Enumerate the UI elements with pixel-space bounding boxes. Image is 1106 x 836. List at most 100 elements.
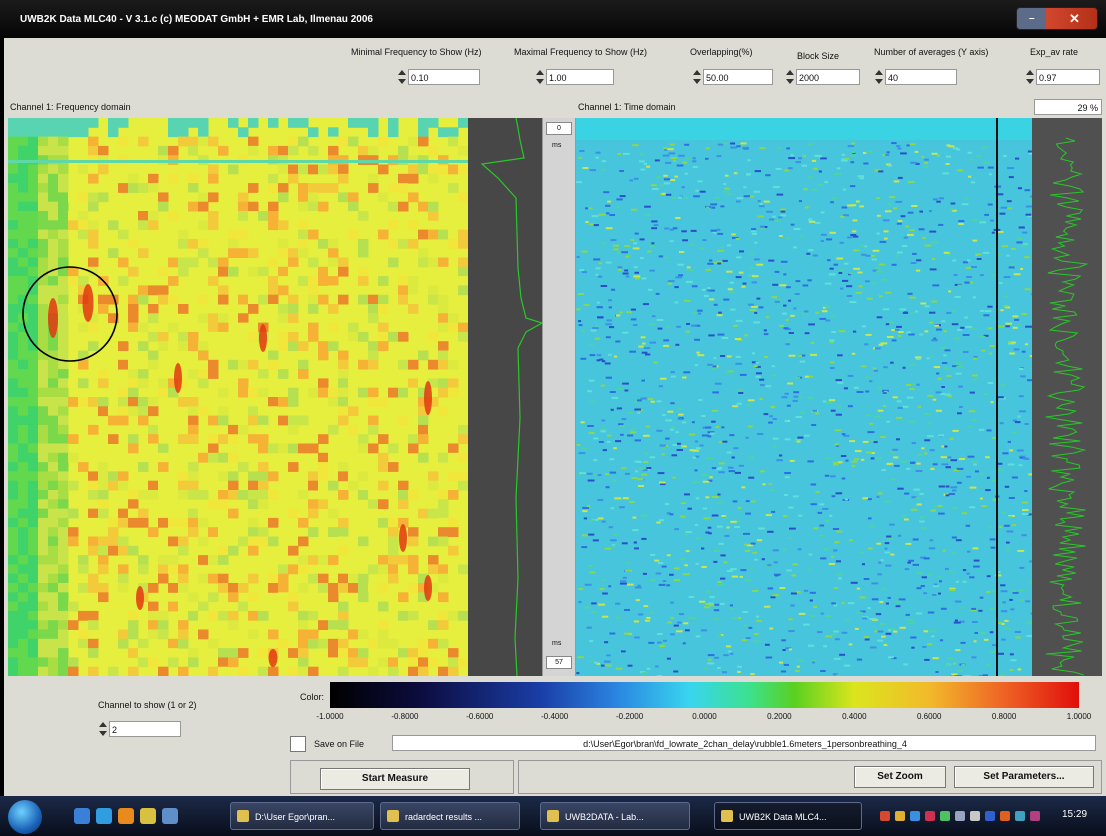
channel-spinner[interactable] — [98, 721, 108, 737]
freq-heat-cell — [58, 555, 69, 565]
freq-heat-cell — [128, 517, 139, 528]
set-zoom-button[interactable]: Set Zoom — [854, 766, 946, 788]
quicklaunch-ie-icon[interactable] — [96, 808, 112, 824]
freq-heat-cell — [38, 378, 49, 389]
freq-heat-cell — [178, 304, 189, 314]
overlap-spinner[interactable] — [692, 69, 702, 85]
tray-icon-10[interactable] — [1015, 811, 1025, 821]
tray-icon-11[interactable] — [1030, 811, 1040, 821]
freq-heat-cell — [328, 499, 339, 510]
time-noise-dot — [872, 249, 880, 252]
freq-heat-cell — [388, 555, 399, 565]
freq-heat-cell — [18, 499, 29, 510]
freq-heat-cell — [158, 266, 169, 277]
freq-heat-cell — [448, 452, 459, 463]
time-noise-dot — [950, 486, 958, 489]
time-noise-dot — [916, 259, 922, 262]
freq-heat-cell — [148, 434, 159, 444]
time-noise-dot — [748, 626, 753, 629]
quicklaunch-desktop-icon[interactable] — [74, 808, 90, 824]
freq-heat-cell — [88, 490, 99, 500]
time-noise-dot — [617, 251, 622, 254]
task-explorer[interactable]: D:\User Egor\pran... — [230, 802, 374, 830]
max-freq-input[interactable]: 1.00 — [546, 69, 614, 85]
min-freq-input[interactable]: 0.10 — [408, 69, 480, 85]
tray-network-icon[interactable] — [955, 811, 965, 821]
freq-heat-cell — [428, 341, 439, 351]
max-freq-spinner[interactable] — [535, 69, 545, 85]
channel-input[interactable]: 2 — [109, 721, 181, 737]
close-icon[interactable]: ✕ — [1069, 11, 1080, 26]
tray-icon-4[interactable] — [925, 811, 935, 821]
minimize-icon[interactable]: – — [1029, 13, 1035, 24]
quicklaunch-folder-icon[interactable] — [140, 808, 156, 824]
freq-heat-cell — [458, 434, 468, 444]
freq-heat-cell — [58, 648, 69, 658]
frequency-domain-plot[interactable] — [8, 118, 468, 676]
time-noise-dot — [853, 386, 859, 389]
time-noise-dot — [797, 352, 801, 355]
freq-heat-cell — [28, 620, 39, 630]
time-noise-dot — [895, 200, 903, 203]
freq-heat-cell — [288, 648, 299, 658]
time-noise-dot — [643, 605, 649, 608]
time-noise-dot — [831, 197, 838, 200]
time-noise-dot — [907, 292, 913, 295]
task-radardetect[interactable]: radardect results ... — [380, 802, 520, 830]
time-noise-dot — [803, 310, 809, 313]
freq-heat-cell — [408, 285, 419, 296]
time-noise-dot — [932, 398, 937, 401]
time-noise-dot — [717, 249, 724, 252]
time-noise-dot — [717, 581, 722, 583]
time-domain-plot[interactable] — [576, 118, 1032, 676]
freq-heat-cell — [78, 555, 89, 565]
quicklaunch-window-icon[interactable] — [162, 808, 178, 824]
freq-heat-cell — [438, 638, 449, 649]
time-noise-dot — [850, 234, 857, 236]
exp-av-spinner[interactable] — [1025, 69, 1035, 85]
freq-heat-cell — [238, 359, 249, 370]
tray-volume-icon[interactable] — [970, 811, 980, 821]
tray-icon-9[interactable] — [1000, 811, 1010, 821]
time-noise-dot — [680, 515, 686, 518]
freq-heat-cell — [288, 387, 299, 398]
overlap-input[interactable]: 50.00 — [703, 69, 773, 85]
averages-input[interactable]: 40 — [885, 69, 957, 85]
time-noise-dot — [597, 316, 604, 319]
time-noise-dot — [987, 327, 993, 330]
save-path-field[interactable]: d:\User\Egor\bran\fd_lowrate_2chan_delay… — [392, 735, 1096, 751]
set-parameters-button[interactable]: Set Parameters... — [954, 766, 1094, 788]
exp-av-input[interactable]: 0.97 — [1036, 69, 1100, 85]
task-uwb2data[interactable]: UWB2DATA - Lab... — [540, 802, 690, 830]
freq-heat-cell — [368, 490, 379, 500]
save-checkbox[interactable] — [290, 736, 306, 752]
time-noise-dot — [599, 358, 604, 361]
quicklaunch-app-icon[interactable] — [118, 808, 134, 824]
time-noise-dot — [1011, 524, 1017, 527]
averages-spinner[interactable] — [874, 69, 884, 85]
block-size-input[interactable]: 2000 — [796, 69, 860, 85]
task-uwb2k-active[interactable]: UWB2K Data MLC4... — [714, 802, 862, 830]
time-noise-dot — [812, 167, 818, 170]
time-noise-dot — [774, 300, 780, 303]
time-noise-dot — [630, 431, 636, 434]
freq-heat-cell — [68, 434, 79, 444]
time-noise-dot — [828, 563, 835, 565]
tray-icon-8[interactable] — [985, 811, 995, 821]
start-orb-icon[interactable] — [8, 800, 42, 834]
tray-icon-2[interactable] — [895, 811, 905, 821]
freq-heat-cell — [318, 462, 329, 472]
tray-icon-5[interactable] — [940, 811, 950, 821]
freq-heat-cell — [388, 201, 399, 212]
block-size-spinner[interactable] — [785, 69, 795, 85]
freq-heat-cell — [48, 145, 59, 156]
tray-icon-3[interactable] — [910, 811, 920, 821]
min-freq-spinner[interactable] — [397, 69, 407, 85]
freq-heat-cell — [158, 480, 169, 491]
time-noise-dot — [664, 256, 669, 259]
time-noise-dot — [700, 247, 704, 250]
time-noise-dot — [958, 458, 966, 460]
start-measure-button[interactable]: Start Measure — [320, 768, 470, 790]
tray-icon-1[interactable] — [880, 811, 890, 821]
freq-heat-cell — [88, 648, 99, 658]
